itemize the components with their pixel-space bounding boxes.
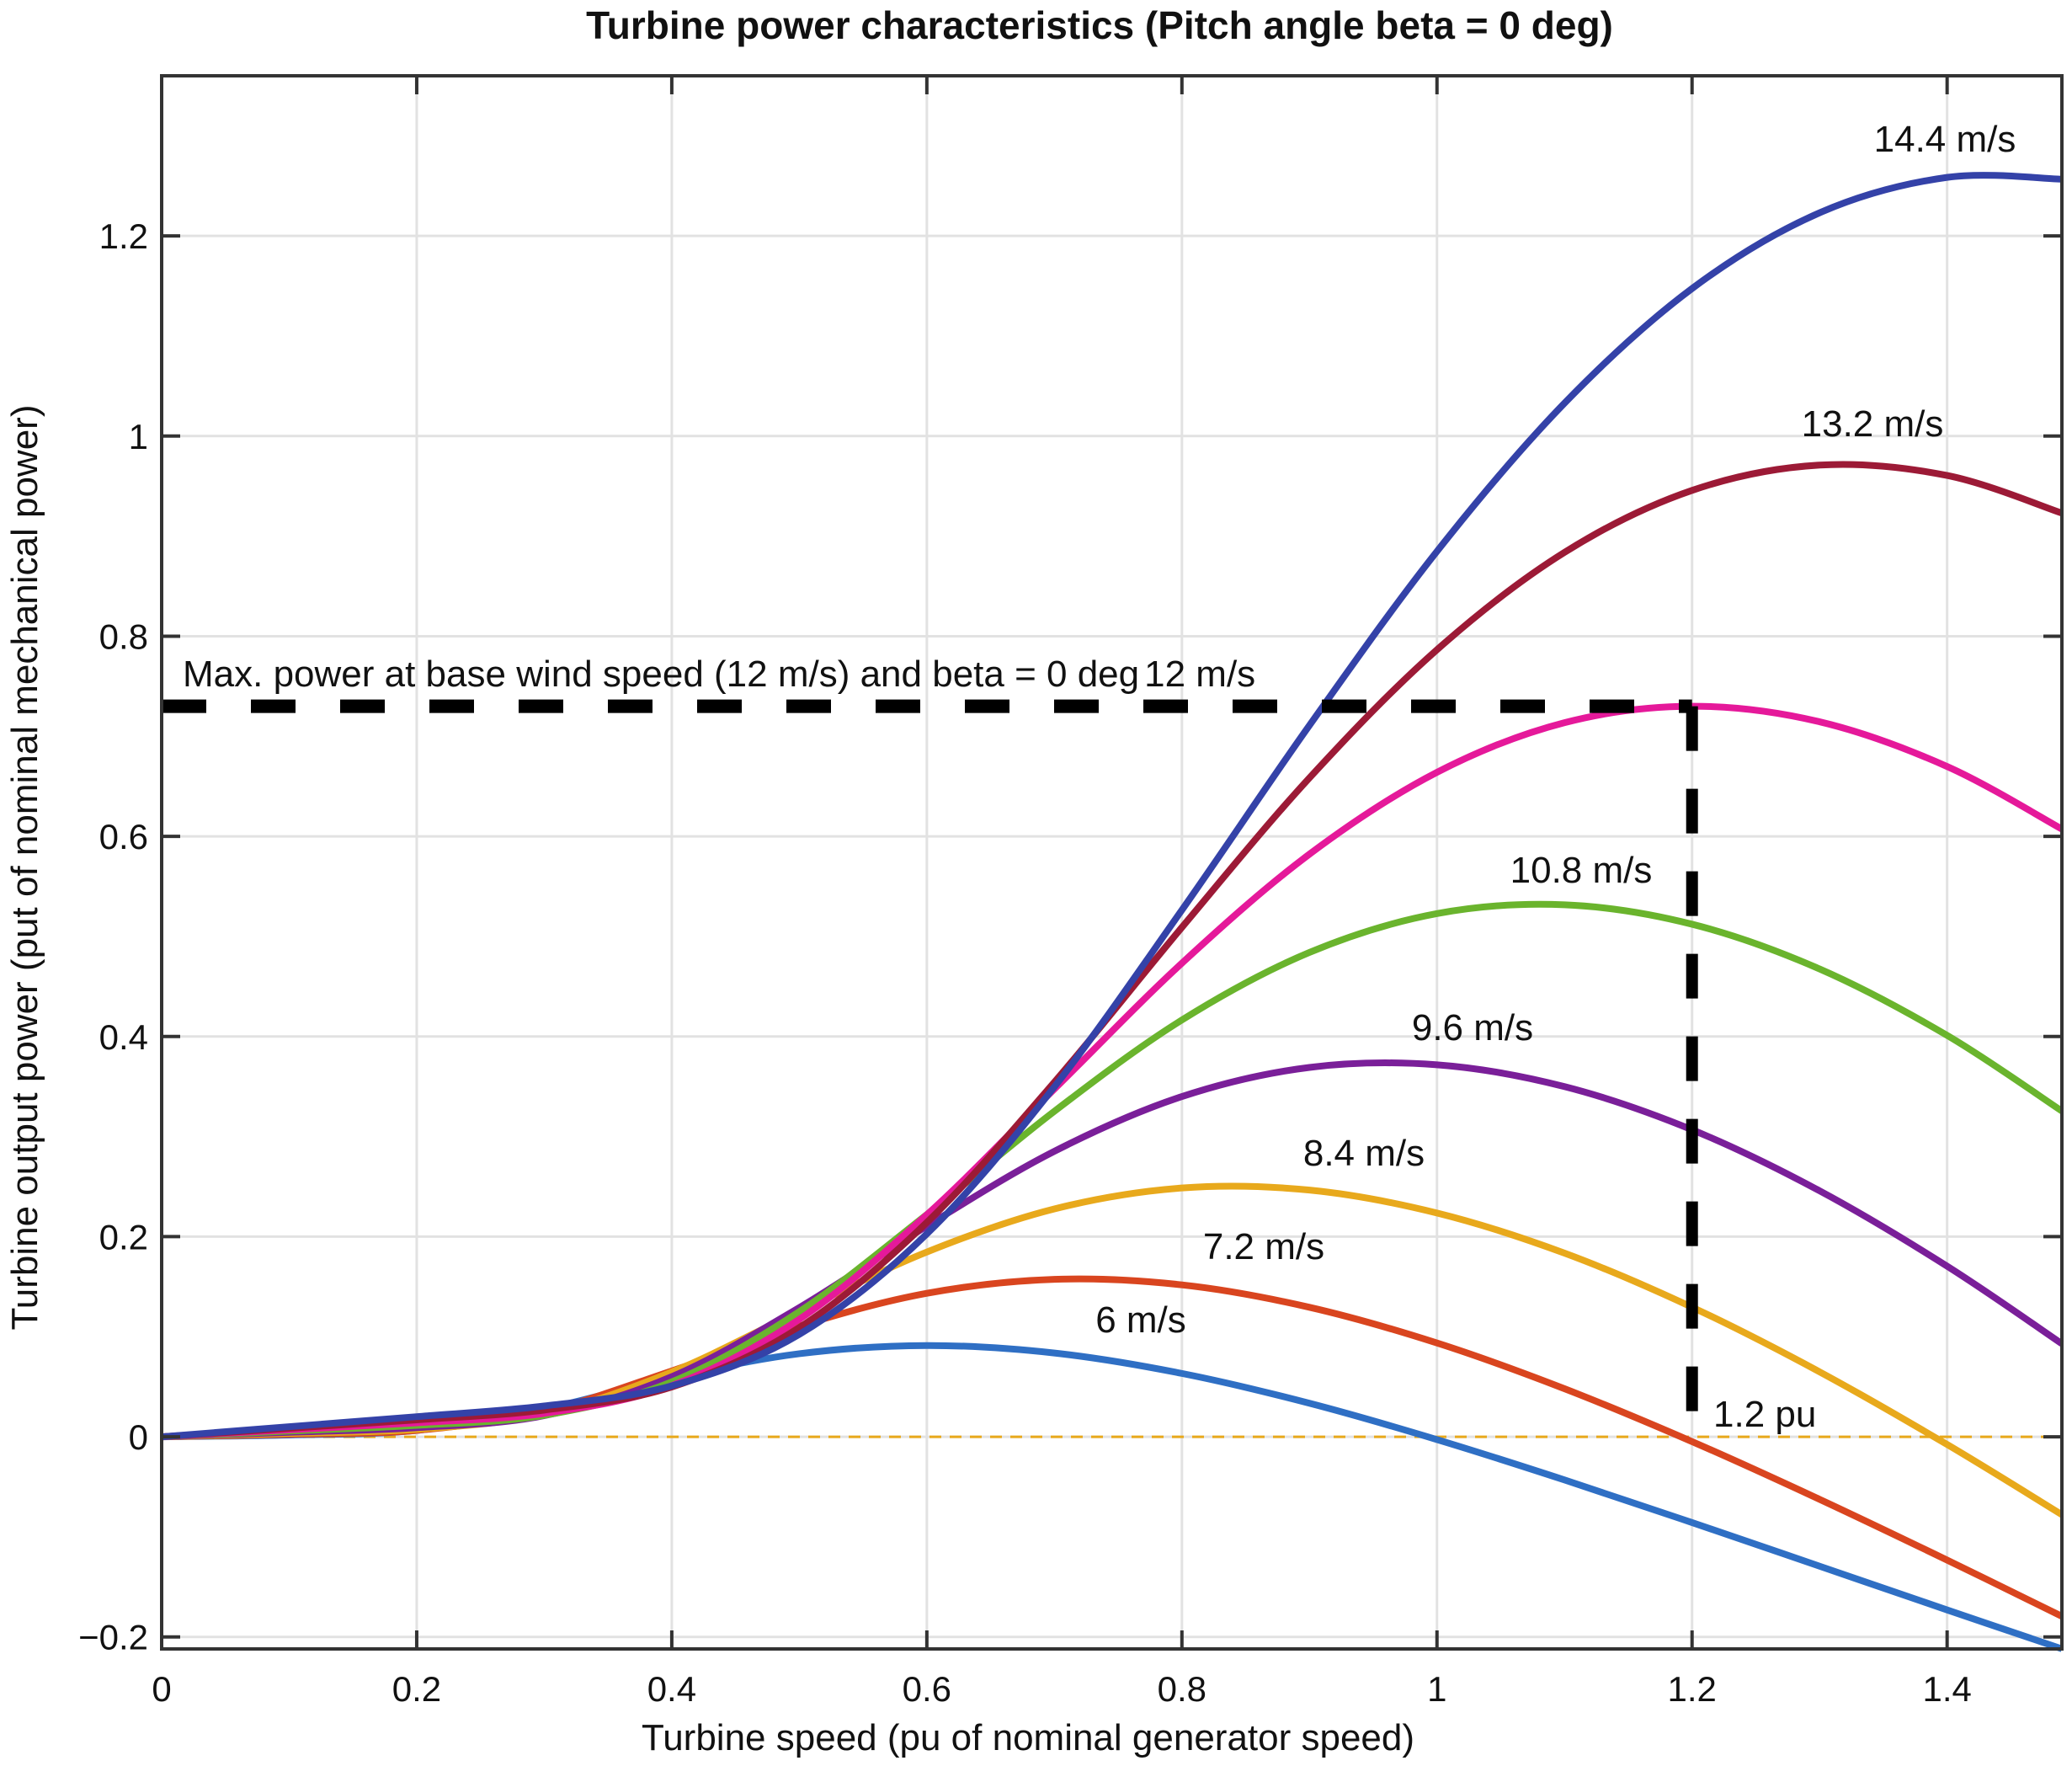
axes [160, 74, 2064, 1651]
x-tick-label: 0.4 [647, 1669, 696, 1709]
series-label-9-6: 9.6 m/s [1412, 1007, 1533, 1048]
x-tick-label: 1 [1427, 1669, 1446, 1709]
y-tick-label: 0.2 [99, 1217, 148, 1256]
series-label-13-2: 13.2 m/s [1802, 403, 1944, 445]
y-tick-label: −0.2 [78, 1618, 148, 1657]
x-tick-label: 0 [152, 1669, 171, 1709]
x-tick-label: 0.2 [392, 1669, 441, 1709]
grid [162, 76, 2062, 1649]
series-label-10-8: 10.8 m/s [1510, 850, 1653, 891]
x-tick-label: 0.6 [903, 1669, 951, 1709]
series-line-12-m-s [161, 702, 2064, 1441]
axes-box [160, 74, 2064, 1651]
series-group [161, 172, 2064, 1652]
series-label-12: 12 m/s [1144, 654, 1255, 695]
x-tick-label: 1.2 [1668, 1669, 1717, 1709]
chart-title: Turbine power characteristics (Pitch ang… [586, 3, 1613, 47]
series-line-13-2-m-s [161, 461, 2064, 1441]
series-line-14-4-m-s [161, 172, 2063, 1441]
y-tick-label: 0.6 [99, 817, 148, 856]
y-tick-label: 0.8 [99, 616, 148, 656]
max-power-annotation-text: Max. power at base wind speed (12 m/s) a… [183, 654, 1139, 695]
y-tick-label: 0.4 [99, 1017, 148, 1057]
y-tick-label: 1.2 [99, 216, 148, 256]
x-axis-label: Turbine speed (pu of nominal generator s… [642, 1717, 1414, 1758]
series-label-6: 6 m/s [1095, 1299, 1186, 1341]
series-label-8-4: 8.4 m/s [1303, 1133, 1425, 1174]
y-axis-label: Turbine output power (put of nominal mec… [4, 405, 45, 1331]
base-speed-annotation: 1.2 pu [1713, 1394, 1816, 1435]
series-label-7-2: 7.2 m/s [1203, 1226, 1324, 1267]
y-tick-label: 0 [129, 1417, 148, 1457]
x-tick-label: 0.8 [1158, 1669, 1206, 1709]
tick-labels: 0 0.2 0.4 0.6 0.8 1 1.2 1.4−0.200.20.40.60.811.… [78, 216, 1972, 1709]
y-tick-label: 1 [129, 417, 148, 456]
x-tick-label: 1.4 [1922, 1669, 1971, 1709]
series-label-14-4: 14.4 m/s [1874, 119, 2016, 160]
max-power-annotation: Max. power at base wind speed (12 m/s) a… [183, 654, 1255, 695]
